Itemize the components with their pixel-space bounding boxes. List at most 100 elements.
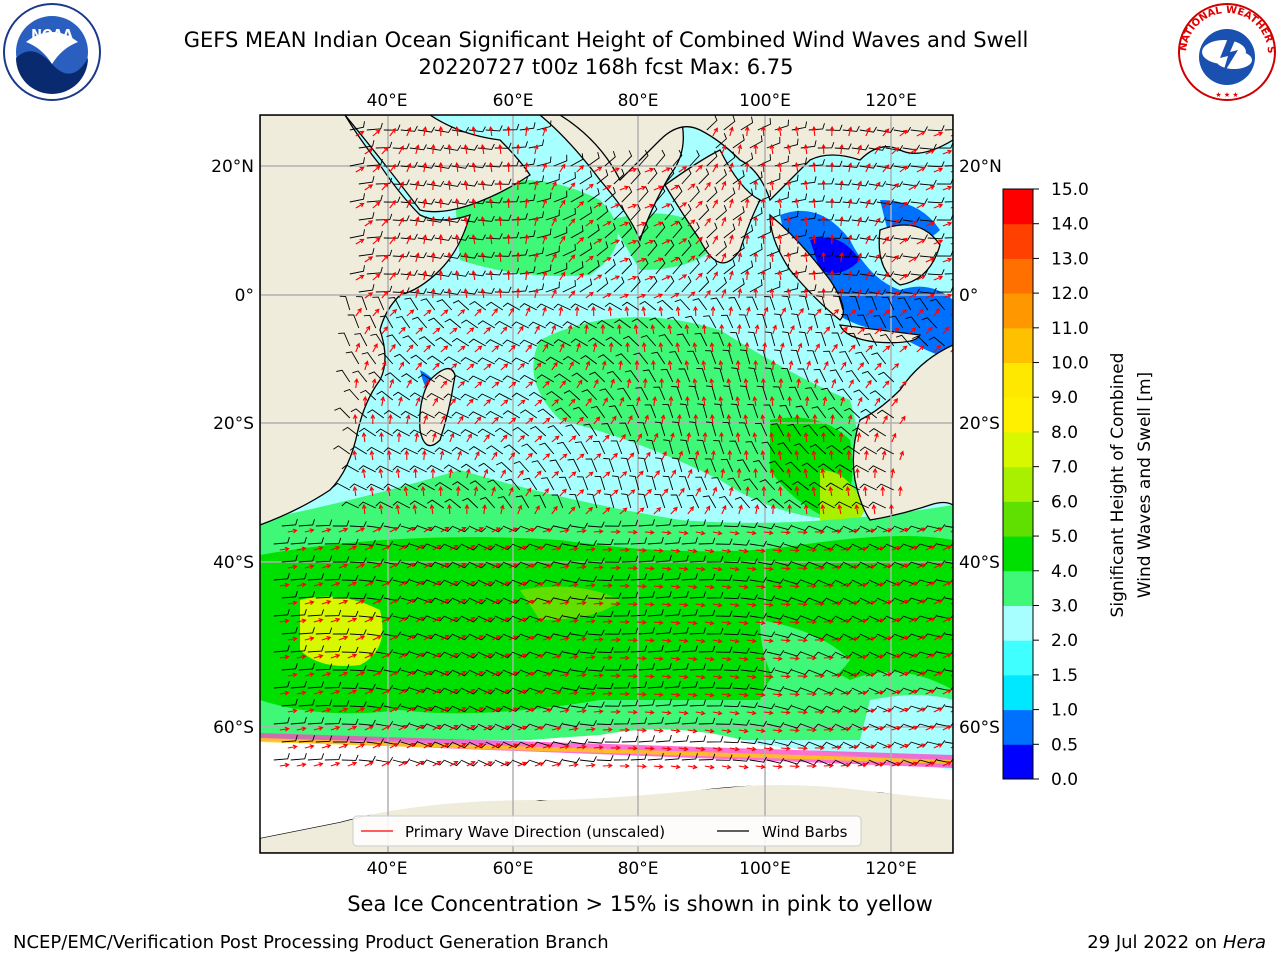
left-lat-labels: 20°N 0° 20°S 40°S 60°S [211,157,254,738]
wave-arrow [491,635,501,641]
colorbar-tick-label: 14.0 [1051,215,1089,235]
wave-arrow [806,763,817,769]
wave-arrow [797,307,804,317]
wind-barb [358,465,377,473]
wave-arrow [457,743,467,749]
wind-barb [477,723,496,731]
wind-barb [704,458,717,473]
wave-arrow [891,291,900,299]
wind-barb [392,650,411,656]
wind-barb [460,687,479,695]
wave-arrow [585,690,596,696]
wave-arrow [719,323,725,335]
wave-arrow [687,584,698,590]
wave-arrow [718,359,724,371]
wind-barb [722,421,734,437]
wind-barb [341,754,359,761]
wind-barb [672,554,689,563]
wave-arrow [279,618,290,624]
wave-arrow [933,131,944,137]
wave-arrow [398,396,403,407]
wind-barb [426,392,445,401]
wave-arrow [933,599,943,605]
wave-arrow [847,162,853,173]
wind-barb [436,299,453,311]
wave-arrow [389,127,396,137]
wave-arrow [430,179,436,191]
wave-arrow [542,528,553,533]
wind-barb [579,320,598,329]
wave-arrow [287,636,298,642]
wave-arrow [568,654,579,660]
wave-arrow [576,672,587,678]
wave-arrow [729,126,734,137]
wave-arrow [882,164,890,173]
wind-barb [621,699,639,707]
wave-arrow [364,581,374,587]
wave-arrow [644,746,655,751]
wind-barb [689,735,707,743]
wave-arrow [602,293,612,299]
wave-arrow [830,413,835,425]
wave-arrow [746,638,757,644]
wave-arrow [704,289,711,299]
wave-arrow [432,688,442,695]
wind-barb [853,389,870,401]
wave-arrow [398,653,408,659]
wave-arrow [524,269,529,281]
wind-barb [392,758,411,764]
wind-barb [732,719,750,726]
wave-arrow [840,546,851,552]
wind-barb [494,250,512,257]
wind-barb [290,644,307,653]
wave-arrow [865,309,874,317]
wind-barb [494,178,512,185]
wind-barb [834,615,853,623]
wind-barb [868,288,887,295]
wind-barb [383,160,401,167]
wind-barb [485,705,504,713]
wind-barb [358,539,376,546]
wind-barb [570,303,588,311]
wave-arrow [737,287,743,299]
wind-barb [477,428,496,437]
wind-barb [902,288,920,295]
wind-barb [443,651,462,659]
wave-arrow [355,743,366,749]
wave-arrow [925,725,936,731]
wave-arrow [449,397,457,407]
wind-barb [672,149,683,167]
wave-arrow [755,620,766,626]
wave-arrow [704,548,715,554]
colorbar-tick-label: 10.0 [1051,354,1089,374]
wind-barb [596,682,614,690]
wave-arrow [891,432,897,443]
wind-barb [713,440,725,455]
wind-barb [621,555,639,563]
wave-arrow [660,414,666,425]
wind-barb [417,126,435,133]
wave-arrow [406,270,412,281]
wave-arrow [686,431,692,443]
wind-barb [579,170,593,185]
wind-barb [757,595,776,602]
wind-barb [352,370,368,383]
wind-barb [358,683,376,690]
wind-barb [332,700,350,707]
wave-arrow [627,529,638,535]
wave-arrow [371,378,377,389]
wave-arrow [483,399,492,407]
wind-barb [606,370,623,383]
wave-arrow [440,414,446,425]
wind-barb [468,741,487,749]
wave-arrow [602,691,613,697]
wave-arrow [500,617,511,623]
wind-barb [613,646,631,653]
wind-barb [570,558,588,565]
wind-barb [723,187,736,203]
wind-barb [443,687,462,695]
wave-arrow [729,234,734,245]
wind-barb [356,296,368,311]
wind-barb [604,186,616,203]
wave-arrow [585,360,591,371]
